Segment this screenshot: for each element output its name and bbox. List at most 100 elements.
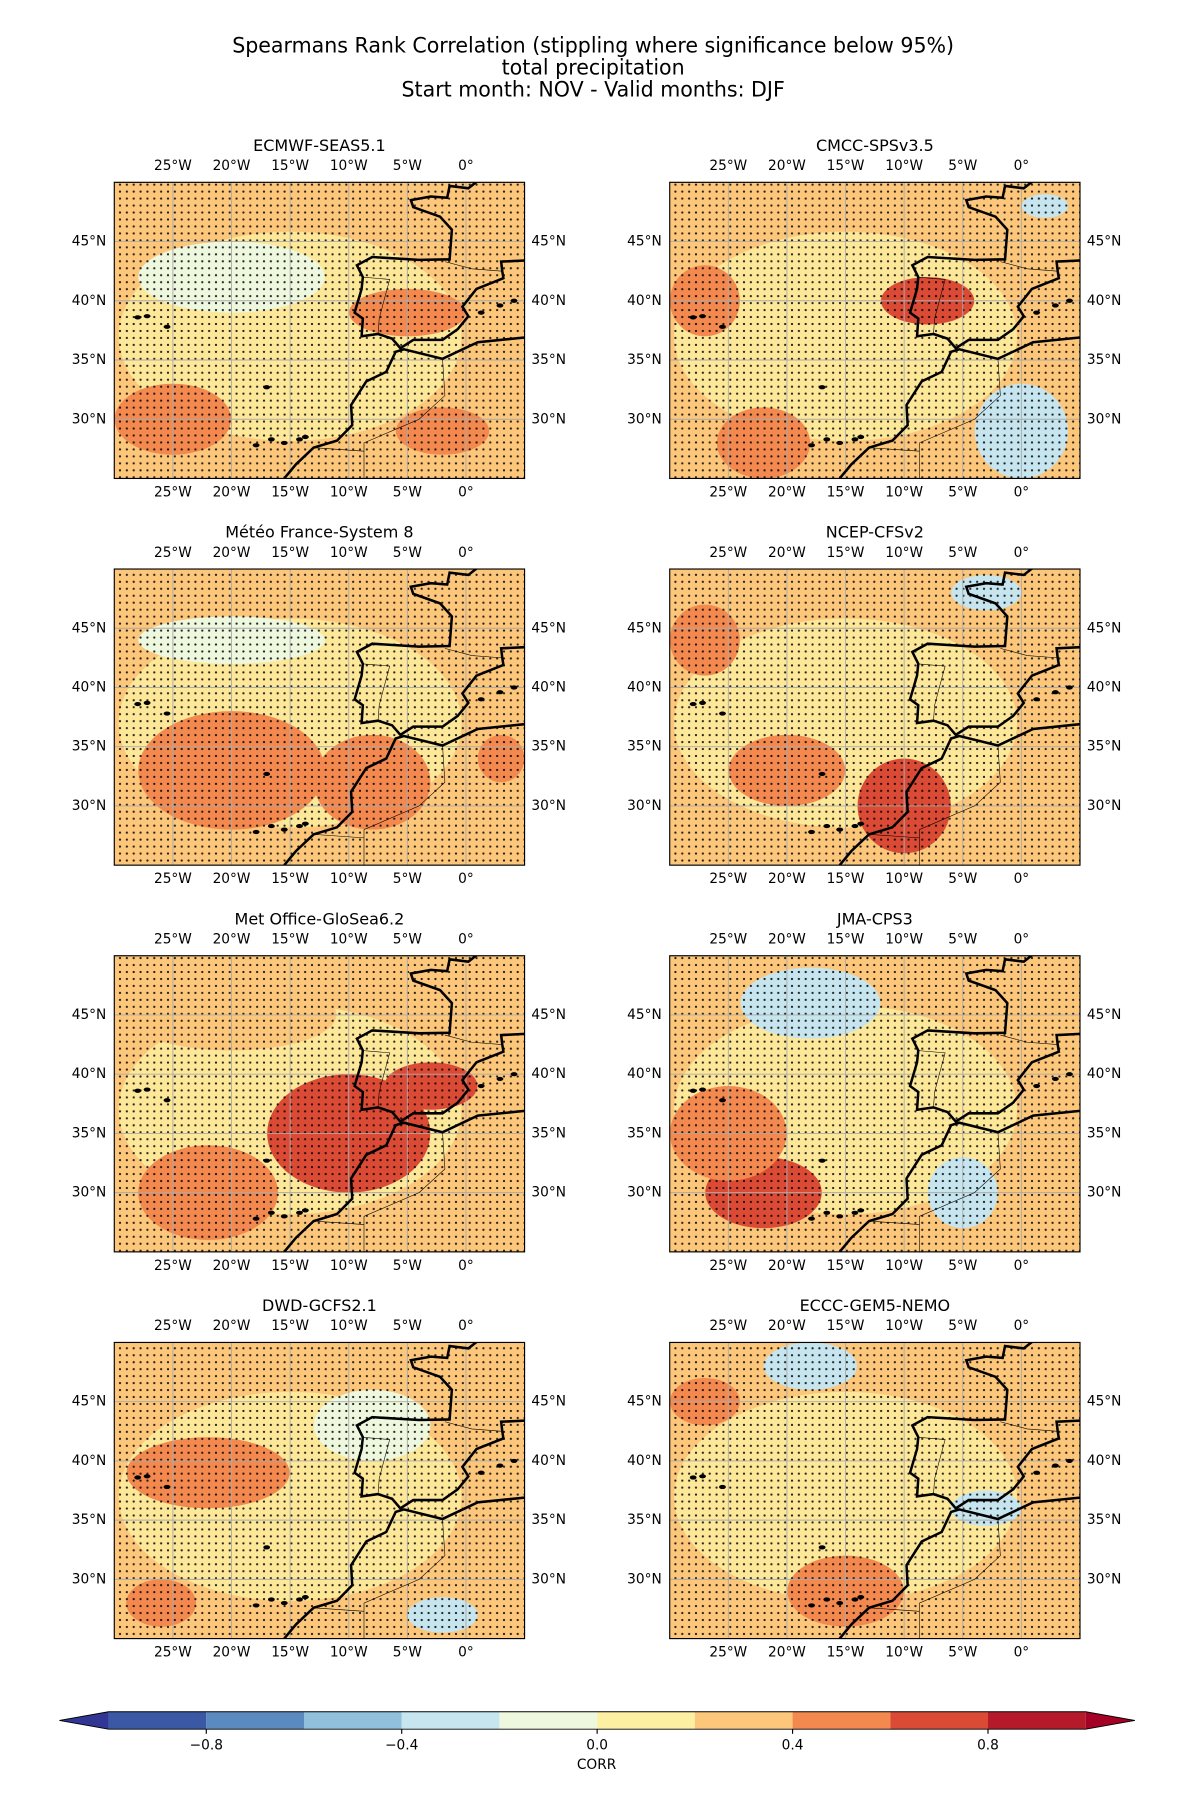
lon-label: 20°W xyxy=(768,931,806,947)
island xyxy=(689,701,697,707)
panel-title: ECMWF-SEAS5.1 xyxy=(253,136,386,155)
island xyxy=(1051,1076,1059,1082)
island xyxy=(699,1474,706,1479)
lat-label: 45°N xyxy=(72,1394,107,1410)
lon-label: 5°W xyxy=(393,1318,422,1334)
lon-label: 25°W xyxy=(154,931,192,947)
lat-label: 45°N xyxy=(1087,620,1122,636)
lat-label: 45°N xyxy=(531,620,566,636)
island xyxy=(296,1597,303,1602)
island xyxy=(280,1600,288,1606)
island xyxy=(857,434,865,440)
island xyxy=(1051,303,1059,308)
lat-label: 40°N xyxy=(72,1453,107,1469)
island xyxy=(143,1474,151,1479)
lon-label: 0° xyxy=(458,1258,474,1274)
island xyxy=(1033,1083,1041,1089)
lon-label: 20°W xyxy=(768,545,806,561)
lon-label: 10°W xyxy=(885,1644,923,1660)
map-frame xyxy=(669,568,1081,866)
map-frame xyxy=(669,1341,1081,1640)
lon-label: 5°W xyxy=(393,1644,422,1660)
lon-label: 25°W xyxy=(709,158,747,174)
lon-label: 10°W xyxy=(330,1644,368,1660)
island xyxy=(1066,1072,1073,1077)
lon-label: 25°W xyxy=(154,871,192,887)
lon-label: 0° xyxy=(458,1318,474,1334)
panel-title: NCEP-CFSv2 xyxy=(826,522,924,541)
lat-label: 40°N xyxy=(531,293,566,309)
island xyxy=(143,700,151,705)
island xyxy=(263,1545,271,1550)
lat-label: 40°N xyxy=(72,1066,107,1082)
coastline xyxy=(908,955,1080,1124)
colorbar-segment xyxy=(988,1711,1086,1730)
island xyxy=(301,1208,309,1213)
island xyxy=(301,434,309,440)
island xyxy=(510,1072,518,1077)
lon-label: 15°W xyxy=(271,1318,309,1334)
lat-label: 40°N xyxy=(1087,1066,1122,1082)
map-panel: CMCC-SPSv3.5 25°W 25°W 20°W 20°W 15°W 15°W 10°W… xyxy=(627,136,1121,501)
island xyxy=(163,324,171,329)
lon-label: 5°W xyxy=(393,158,422,174)
island xyxy=(143,314,151,319)
coastline xyxy=(353,1342,525,1510)
island xyxy=(719,711,726,716)
border xyxy=(313,261,503,479)
island xyxy=(301,1595,309,1600)
lat-label: 30°N xyxy=(531,411,566,427)
lon-label: 20°W xyxy=(213,931,251,947)
island xyxy=(301,821,309,826)
map-panel: Météo France-System 8 25°W 25°W 20°W 20°W 15°… xyxy=(72,522,566,887)
island xyxy=(510,685,518,690)
lon-label: 15°W xyxy=(827,931,865,947)
lon-label: 0° xyxy=(458,931,474,947)
coastline xyxy=(283,722,525,866)
stippling xyxy=(114,182,525,479)
lat-label: 45°N xyxy=(627,233,662,249)
colorbar-tick-label: 0.8 xyxy=(977,1737,999,1753)
island xyxy=(699,314,706,319)
lon-label: 20°W xyxy=(213,871,251,887)
panel-title: DWD-GCFS2.1 xyxy=(262,1296,377,1315)
island xyxy=(496,1463,504,1468)
island xyxy=(1033,697,1041,702)
lat-label: 45°N xyxy=(1087,1007,1122,1023)
panel-title: CMCC-SPSv3.5 xyxy=(816,136,934,155)
lon-label: 0° xyxy=(458,545,474,561)
lat-label: 35°N xyxy=(531,739,566,755)
island xyxy=(252,1603,260,1608)
lon-label: 10°W xyxy=(330,484,368,500)
island xyxy=(252,443,260,448)
lon-label: 25°W xyxy=(709,1644,747,1660)
colorbar-extend xyxy=(1085,1711,1135,1730)
lat-label: 40°N xyxy=(627,293,662,309)
lat-label: 45°N xyxy=(531,1394,566,1410)
lat-label: 35°N xyxy=(627,1512,662,1528)
lon-label: 0° xyxy=(1014,871,1030,887)
lat-label: 40°N xyxy=(72,293,107,309)
lat-label: 40°N xyxy=(72,679,107,695)
island xyxy=(477,1470,485,1475)
lon-label: 20°W xyxy=(213,158,251,174)
map-panel: ECCC-GEM5-NEMO 25°W 25°W 20°W 20°W 15°W 15°W 10… xyxy=(627,1296,1121,1661)
lon-label: 10°W xyxy=(885,545,923,561)
map-panel: NCEP-CFSv2 25°W 25°W 20°W 20°W 15°W 15°W 10°W 10… xyxy=(627,522,1121,887)
lat-label: 40°N xyxy=(1087,679,1122,695)
border xyxy=(313,1421,503,1639)
lat-label: 35°N xyxy=(72,1125,107,1141)
lon-label: 5°W xyxy=(393,484,422,500)
island xyxy=(1033,1470,1041,1475)
island xyxy=(267,1210,275,1215)
colorbar-tick-label: −0.4 xyxy=(385,1737,418,1753)
lon-label: 15°W xyxy=(827,1258,865,1274)
lon-label: 15°W xyxy=(271,1644,309,1660)
lon-label: 15°W xyxy=(827,871,865,887)
stippling xyxy=(114,955,525,1252)
lat-label: 35°N xyxy=(1087,352,1122,368)
lat-label: 45°N xyxy=(72,1007,107,1023)
lon-label: 15°W xyxy=(827,484,865,500)
island xyxy=(163,1484,171,1490)
map-field xyxy=(114,569,525,866)
